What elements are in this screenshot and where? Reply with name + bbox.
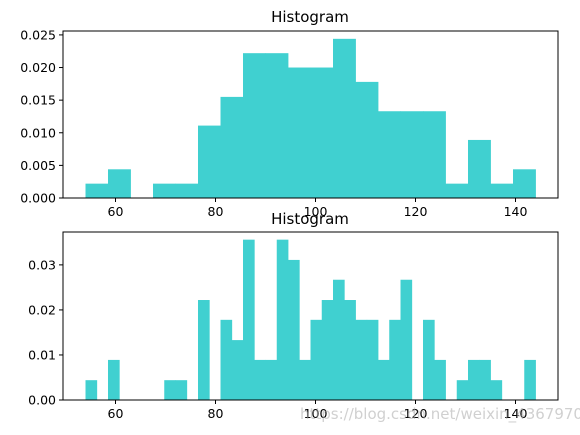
y-tick-label: 0.00	[28, 393, 56, 408]
histogram-bar	[85, 380, 98, 400]
histogram-bar	[490, 183, 514, 198]
histogram-bar	[175, 183, 199, 198]
histogram-bar	[220, 96, 244, 198]
y-tick-label: 0.025	[20, 27, 56, 42]
y-tick-label: 0.015	[20, 93, 56, 108]
histogram-bar	[175, 380, 188, 400]
histogram-bar	[265, 53, 289, 199]
x-tick-label: 140	[504, 204, 528, 219]
chart-title-top: Histogram	[271, 8, 349, 26]
histogram-bar	[220, 319, 233, 400]
x-tick-label: 120	[404, 204, 428, 219]
histogram-bar	[378, 111, 401, 198]
histogram-bar	[513, 169, 536, 198]
histogram-bar	[276, 239, 289, 400]
histogram-bar	[355, 319, 368, 400]
histogram-bar	[378, 359, 390, 400]
histogram-bar	[344, 300, 356, 400]
histogram-bar	[153, 183, 176, 198]
x-tick-label: 120	[404, 406, 428, 421]
x-tick-label: 60	[108, 204, 124, 219]
histogram-bar	[198, 300, 210, 400]
histogram-bar	[389, 319, 401, 400]
x-tick-label: 80	[208, 204, 224, 219]
histogram-bar	[310, 319, 323, 400]
x-tick-label: 140	[504, 406, 528, 421]
y-tick-label: 0.020	[20, 60, 56, 75]
histogram-bar	[198, 125, 221, 198]
y-tick-label: 0.03	[28, 257, 56, 272]
histogram-bar	[243, 239, 255, 400]
x-tick-label: 100	[304, 406, 328, 421]
histogram-bar	[243, 53, 266, 199]
histogram-bar	[164, 380, 176, 400]
histogram-bar	[321, 300, 334, 400]
x-tick-label: 100	[304, 204, 328, 219]
watermark: https://blog.csdn.net/weixin_43679709	[300, 405, 580, 423]
histogram-bar	[423, 319, 435, 400]
histogram-bar	[288, 67, 311, 198]
histogram-bar	[355, 81, 379, 198]
histogram-top: Histogram 60 80 100 120 140 0.000 0.005 0.010 0.…	[20, 8, 559, 219]
y-tick-label: 0.01	[28, 347, 56, 362]
histogram-bar	[85, 183, 109, 198]
histogram-bar	[468, 359, 480, 400]
histogram-bar	[265, 359, 278, 400]
y-tick-label: 0.005	[20, 158, 56, 173]
histogram-bar	[333, 279, 345, 400]
histogram-bottom: Histogram 60 80 100 120 140 0.00 0.01 0.02 0.03	[28, 210, 559, 421]
chart-title-bottom: Histogram	[271, 210, 349, 228]
histogram-bar	[400, 111, 424, 198]
histogram-bar	[400, 279, 413, 400]
y-tick-label: 0.010	[20, 125, 56, 140]
axes-frame	[62, 231, 559, 401]
histogram-bar	[288, 259, 300, 400]
histogram-bar	[299, 359, 311, 400]
histogram-bar	[333, 38, 356, 198]
histogram-bar	[254, 359, 266, 400]
histogram-bar	[231, 340, 244, 400]
histogram-bar	[108, 169, 131, 198]
histogram-bar	[468, 139, 491, 198]
axes-frame	[62, 30, 559, 199]
x-tick-label: 60	[108, 406, 124, 421]
x-tick-label: 80	[208, 406, 224, 421]
histogram-bar	[366, 319, 379, 400]
histogram-bar	[479, 359, 491, 400]
histogram-bar	[456, 380, 469, 400]
histogram-bar	[524, 359, 536, 400]
histogram-bar	[310, 67, 334, 198]
histogram-bar	[108, 359, 120, 400]
y-tick-label: 0.000	[20, 191, 56, 206]
histogram-bar	[490, 380, 503, 400]
histogram-bar	[445, 183, 469, 198]
histogram-bar	[423, 111, 446, 198]
histogram-bar	[434, 359, 446, 400]
y-tick-label: 0.02	[28, 302, 56, 317]
